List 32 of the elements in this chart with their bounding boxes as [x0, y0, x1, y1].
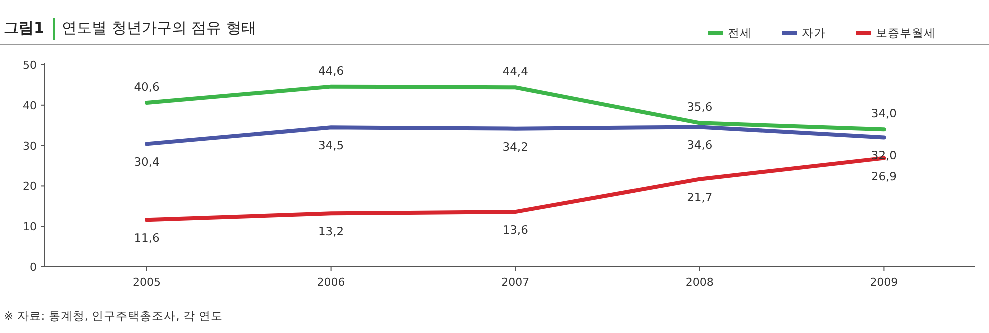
- data-label: 13,6: [502, 223, 528, 238]
- data-label: 13,2: [318, 224, 344, 239]
- data-label: 11,6: [134, 231, 160, 246]
- data-label: 40,6: [134, 80, 160, 94]
- x-tick-label: 2006: [317, 276, 346, 289]
- data-label: 32,0: [871, 148, 898, 163]
- data-label: 44,4: [502, 64, 528, 79]
- x-tick-label: 2005: [133, 276, 161, 289]
- data-label: 44,6: [318, 64, 344, 78]
- x-tick-label: 2008: [686, 276, 714, 289]
- data-label: 30,4: [134, 155, 160, 170]
- y-tick-label: 40: [23, 99, 37, 112]
- data-label: 34,5: [318, 138, 344, 153]
- data-label: 21,7: [687, 190, 713, 204]
- data-label: 34,0: [871, 106, 898, 121]
- text: ※ 자료: 통계청, 인구주택총조사, 각 연도: [4, 309, 224, 323]
- chart-title: 연도별 청년가구의 점유 형태: [62, 19, 256, 37]
- x-tick-label: 2007: [502, 276, 530, 289]
- data-label: 26,9: [871, 169, 898, 184]
- data-label: 34,2: [502, 140, 528, 154]
- data-label: 35,6: [687, 100, 713, 114]
- y-tick-label: 0: [30, 261, 37, 274]
- y-tick-label: 50: [23, 59, 37, 72]
- data-label: 34,6: [687, 138, 713, 152]
- legend-label: 자가: [802, 26, 826, 40]
- y-tick-label: 30: [23, 140, 37, 153]
- x-tick-label: 2009: [870, 276, 898, 289]
- caption: 그림1: [4, 19, 44, 37]
- y-tick-label: 10: [23, 220, 37, 234]
- y-tick-label: 20: [23, 180, 37, 194]
- legend-label: 전세: [728, 26, 752, 40]
- legend-label: 보증부월세: [876, 26, 936, 40]
